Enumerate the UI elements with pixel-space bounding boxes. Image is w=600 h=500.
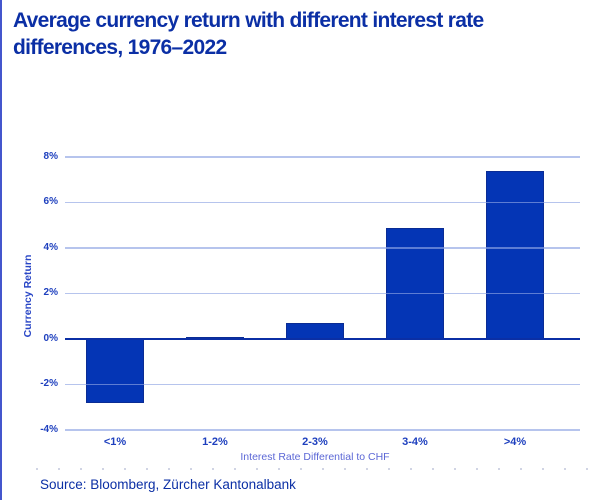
chart-title: Average currency return with different i… xyxy=(13,9,484,59)
y-tick-label: 2% xyxy=(43,287,58,298)
gridline xyxy=(65,429,580,431)
gridline xyxy=(65,201,580,204)
dotted-divider xyxy=(36,468,592,470)
y-tick-label: -4% xyxy=(40,423,58,435)
y-tick-label: 4% xyxy=(43,241,58,253)
zero-axis-line xyxy=(65,338,580,340)
bar xyxy=(286,323,344,339)
x-tick-label: 2-3% xyxy=(302,436,328,448)
y-tick-label: 8% xyxy=(43,150,58,162)
y-tick-label: 6% xyxy=(43,196,58,207)
x-tick-label: 3-4% xyxy=(402,436,428,448)
source-text: Source: Bloomberg, Zürcher Kantonalbank xyxy=(40,477,296,492)
gridline xyxy=(65,247,580,249)
bar xyxy=(86,339,144,403)
x-tick-label: >4% xyxy=(503,436,527,448)
bar xyxy=(386,227,444,339)
x-tick-label: <1% xyxy=(103,436,127,448)
x-tick-label: 1-2% xyxy=(202,436,228,448)
y-tick-label: 0% xyxy=(43,332,58,344)
x-axis-label: Interest Rate Differential to CHF xyxy=(240,451,390,463)
gridline xyxy=(65,292,580,295)
gridline xyxy=(65,383,580,386)
bar xyxy=(486,170,544,339)
y-tick-label: -2% xyxy=(40,378,58,389)
gridline xyxy=(65,156,580,158)
left-accent-border xyxy=(0,0,2,500)
